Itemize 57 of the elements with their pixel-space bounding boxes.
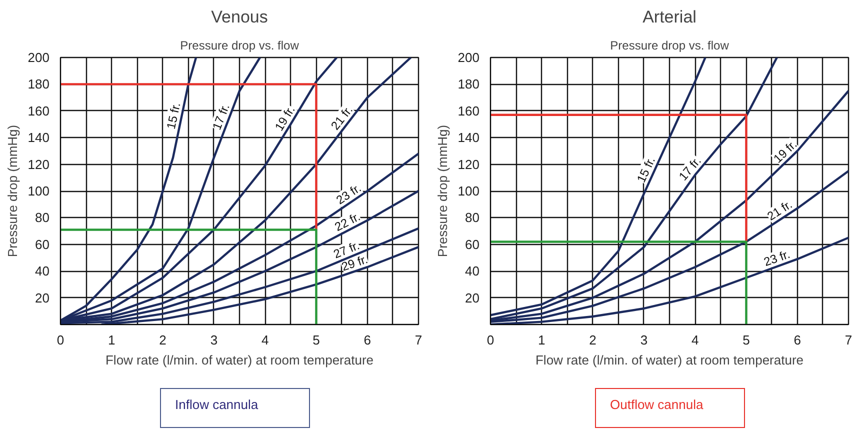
text: 15 fr. [164,101,184,130]
x-tick-label: 4 [261,332,269,348]
y-tick-label: 160 [458,103,480,118]
y-tick-label: 20 [465,290,480,306]
y-tick-label: 180 [458,76,480,92]
text: 23 fr. [334,180,364,208]
x-tick-label: 7 [844,332,852,348]
x-tick-label: 2 [159,332,166,348]
text: 22 fr. [332,209,362,234]
x-tick-label: 4 [691,332,699,348]
chart-title: Arterial [642,8,696,26]
x-tick-label: 0 [486,332,494,348]
y-tick-label: 20 [35,290,50,306]
x-tick-label: 3 [210,332,218,348]
y-tick-label: 140 [28,130,50,146]
x-axis-title: Flow rate (l/min. of water) at room temperature [105,352,374,368]
y-tick-label: 40 [465,264,480,279]
x-axis-title: Flow rate (l/min. of water) at room temperature [535,352,804,368]
text: 21 fr. [764,197,795,224]
x-tick-label: 2 [589,332,596,348]
chart-subtitle: Pressure drop vs. flow [610,38,730,52]
text: Inflow cannula [175,396,258,414]
y-axis-title: Pressure drop (mmHg) [4,124,20,258]
y-tick-label: 100 [458,184,480,198]
text: Outflow cannula [610,396,704,414]
text: 15 fr. [634,154,658,185]
x-tick-label: 6 [794,332,801,348]
y-tick-label: 120 [458,156,480,172]
x-tick-label: 1 [108,332,116,348]
x-tick-label: 5 [312,332,320,348]
x-tick-label: 6 [364,332,371,348]
y-tick-label: 80 [465,210,480,226]
text: 17 fr. [676,154,704,184]
y-tick-label: 200 [458,50,480,65]
y-axis-title: Pressure drop (mmHg) [434,124,450,258]
y-tick-label: 60 [35,236,50,252]
text: 21 fr. [328,102,356,133]
text: 19 fr. [770,137,800,166]
y-tick-label: 200 [28,50,50,65]
y-tick-label: 60 [465,236,480,252]
y-tick-label: 120 [28,156,50,172]
y-tick-label: 160 [28,103,50,118]
x-tick-label: 7 [414,332,422,348]
text: 17 fr. [210,102,232,132]
x-tick-label: 0 [56,332,64,348]
chart-subtitle: Pressure drop vs. flow [180,38,300,52]
x-tick-label: 3 [640,332,648,348]
y-tick-label: 80 [35,210,50,226]
text: 23 fr. [762,246,792,270]
y-tick-label: 140 [458,130,480,146]
y-tick-label: 180 [28,76,50,92]
y-tick-label: 40 [35,264,50,279]
x-tick-label: 1 [538,332,546,348]
y-tick-label: 100 [28,184,50,198]
x-tick-label: 5 [742,332,750,348]
text: 19 fr. [272,103,298,134]
chart-title: Venous [211,8,268,26]
